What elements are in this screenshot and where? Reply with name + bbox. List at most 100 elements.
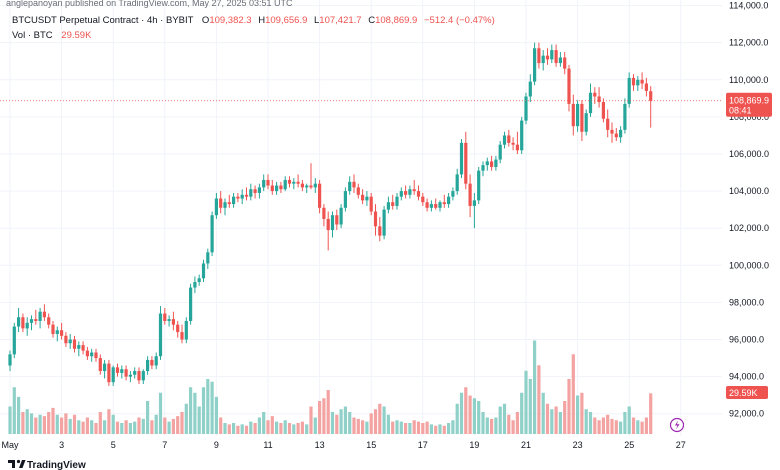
legend-l-label: L <box>314 15 319 26</box>
volume-bar <box>25 409 29 434</box>
time-tick-label: 17 <box>418 440 428 450</box>
price-tick-label: 110,000.0 <box>729 75 768 85</box>
volume-bar <box>206 379 210 434</box>
volume-bar <box>636 420 640 434</box>
volume-bar <box>313 417 317 434</box>
candle-body <box>451 191 455 197</box>
candle-body <box>588 92 593 114</box>
volume-bar <box>29 413 34 434</box>
volume-bar <box>68 418 72 434</box>
volume-bar <box>55 414 59 434</box>
candle-body <box>94 352 98 359</box>
volume-bar <box>51 407 55 434</box>
time-tick-label: 11 <box>263 440 272 450</box>
volume-bar <box>434 425 438 434</box>
volume-bar <box>257 417 261 434</box>
candle-body <box>111 367 115 383</box>
volume-bar <box>171 418 175 434</box>
legend-l-value: 107,421.7 <box>319 15 361 26</box>
volume-bar <box>550 409 554 434</box>
candle-body <box>395 196 399 206</box>
candle-body <box>47 317 51 325</box>
volume-bar <box>42 416 46 434</box>
lightning-icon[interactable] <box>669 417 685 433</box>
volume-bar <box>167 421 171 434</box>
volume-bar <box>335 414 339 434</box>
candle-body <box>459 142 464 175</box>
candle-body <box>141 371 145 381</box>
tradingview-logo[interactable]: TradingView <box>8 459 86 470</box>
candle-body <box>528 81 532 97</box>
time-tick-label: 5 <box>111 440 116 450</box>
volume-badge-value: 29.59K <box>729 388 758 398</box>
candle-body <box>610 129 614 134</box>
candle-body <box>472 200 476 206</box>
volume-bar <box>373 409 378 434</box>
legend-c-label: C <box>368 15 375 26</box>
candle-body <box>90 352 94 357</box>
candle-body <box>42 311 46 318</box>
volume-bar <box>232 423 236 434</box>
candle-body <box>300 183 304 188</box>
volume-bar <box>240 424 244 434</box>
volume-bar <box>270 416 274 434</box>
candle-body <box>554 50 558 64</box>
candle-body <box>322 207 326 219</box>
volume-bar <box>34 417 38 434</box>
volume-bar <box>296 423 300 434</box>
legend-c-value: 108,869.9 <box>375 15 417 26</box>
volume-bar <box>537 365 541 434</box>
volume-bar <box>485 417 489 434</box>
volume-bar <box>318 401 322 434</box>
candle-body <box>373 211 378 227</box>
candle-body <box>124 369 128 377</box>
candle-body <box>232 196 236 205</box>
volume-bar <box>38 414 42 434</box>
volume-bar <box>103 420 107 434</box>
legend-symbol: BTCUSDT Perpetual Contract · 4h · BYBIT <box>12 15 194 26</box>
volume-bar <box>21 412 25 434</box>
volume-bar <box>614 420 618 434</box>
price-axis[interactable]: 92,000.0 94,000.0 96,000.0 98,000.0 100,000.… <box>729 1 769 419</box>
volume-bar <box>395 420 399 434</box>
volume-bar <box>588 412 593 434</box>
volume-bar <box>141 418 145 434</box>
volume-bar <box>498 406 502 434</box>
candle-body <box>176 324 180 333</box>
candle-body <box>335 215 339 225</box>
volume-bar <box>339 409 343 434</box>
volume-bar <box>554 406 558 434</box>
volume-bar <box>528 379 532 434</box>
price-tick-label: 106,000.0 <box>729 149 769 159</box>
candle-body <box>408 189 412 195</box>
candle-body <box>494 159 498 167</box>
candle-body <box>227 202 231 205</box>
volume-bar <box>451 420 455 434</box>
volume-bar <box>275 421 279 434</box>
volume-bar <box>606 414 610 434</box>
volume-bar <box>481 412 485 434</box>
time-tick-label: 3 <box>59 440 64 450</box>
candle-body <box>171 319 175 325</box>
volume-bar <box>378 403 382 434</box>
volume-bar <box>184 403 188 434</box>
volume-bar <box>447 423 451 434</box>
candle-body <box>275 185 279 192</box>
volume-bar <box>627 406 631 434</box>
candle-body <box>12 326 16 355</box>
candle-body <box>326 218 330 231</box>
candle-body <box>640 79 644 84</box>
volume-bar <box>365 421 369 434</box>
time-tick-label: 13 <box>315 440 325 450</box>
time-tick-label: May <box>1 440 19 450</box>
price-tick-label: 98,000.0 <box>729 297 764 307</box>
volume-bar <box>416 421 421 434</box>
last-price-badge-bg <box>726 92 772 117</box>
volume-bar <box>124 420 128 434</box>
time-axis[interactable]: May 3 5 7 9 11 13 15 17 19 21 23 25 27 <box>1 440 685 450</box>
price-tick-label: 104,000.0 <box>729 186 769 196</box>
candle-body <box>34 319 38 321</box>
volume-bar <box>266 420 270 434</box>
